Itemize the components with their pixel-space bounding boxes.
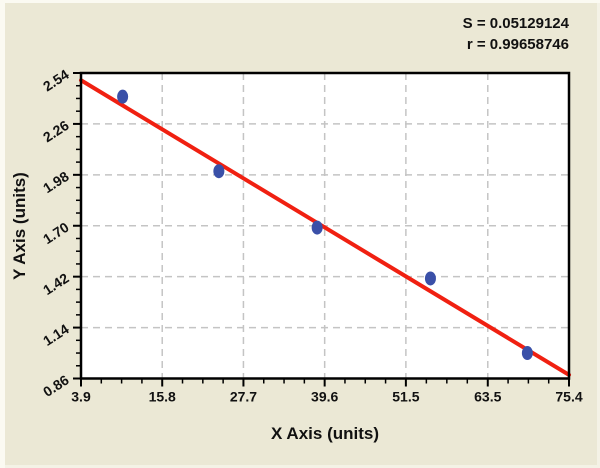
y-tick-label: 1.98 (40, 168, 72, 196)
data-point (311, 220, 323, 235)
x-tick-label: 75.4 (555, 389, 582, 405)
x-tick-label: 3.9 (71, 389, 91, 405)
data-point (521, 346, 533, 361)
data-point (424, 271, 436, 286)
x-tick-label: 63.5 (474, 389, 501, 405)
x-tick-label: 51.5 (392, 389, 419, 405)
y-axis-title: Y Axis (units) (6, 73, 34, 379)
y-tick-label: 1.14 (40, 321, 72, 349)
y-tick-label: 1.70 (40, 219, 72, 247)
y-tick-label: 0.86 (40, 371, 72, 399)
data-point (117, 89, 129, 104)
y-tick-label: 2.54 (40, 66, 72, 94)
y-tick-label: 1.42 (40, 270, 72, 298)
stat-s-value: S = 0.05129124 (462, 15, 569, 32)
stat-r-value: r = 0.99658746 (466, 36, 569, 53)
regression-line (79, 78, 571, 377)
y-tick-label: 2.26 (40, 117, 72, 145)
x-axis-title: X Axis (units) (271, 424, 379, 443)
y-axis-title-text: Y Axis (units) (10, 172, 29, 280)
fit-statistics: S = 0.05129124 r = 0.99658746 (463, 13, 569, 55)
x-tick-label: 15.8 (149, 389, 176, 405)
plot-frame (79, 71, 571, 380)
x-tick-label: 27.7 (230, 389, 257, 405)
x-tick-label: 39.6 (311, 389, 338, 405)
data-point (213, 164, 225, 179)
